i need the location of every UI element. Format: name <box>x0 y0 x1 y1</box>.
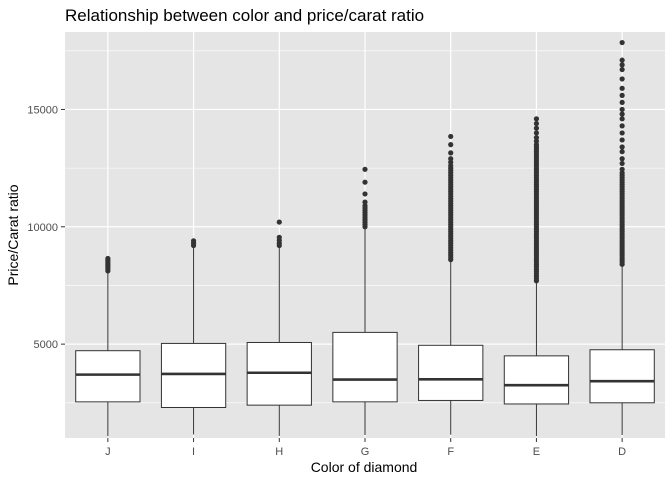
outlier-point <box>105 255 111 262</box>
outlier-point <box>619 99 625 106</box>
x-axis-title: Color of diamond <box>311 459 418 475</box>
box-iqr <box>589 349 655 404</box>
box-iqr <box>75 350 141 403</box>
outlier-point <box>448 150 454 156</box>
y-tick-label: 15000 <box>27 104 58 116</box>
outlier-point <box>619 130 625 136</box>
outlier-point <box>619 106 625 113</box>
outlier-point <box>533 130 540 136</box>
outlier-point <box>619 57 625 63</box>
outlier-point <box>619 149 625 155</box>
outlier-point <box>619 111 625 117</box>
box-I <box>160 238 227 435</box>
outlier-point <box>448 156 454 162</box>
box-G <box>332 166 398 435</box>
outlier-point <box>362 199 368 205</box>
outlier-point <box>533 135 540 141</box>
outlier-point <box>448 142 454 148</box>
outlier-point <box>533 116 540 122</box>
outlier-point <box>619 137 625 143</box>
box-J <box>75 255 141 437</box>
outlier-point <box>362 191 368 197</box>
outlier-point <box>190 238 197 244</box>
box-iqr <box>418 344 484 401</box>
outlier-point <box>533 120 540 127</box>
outlier-point <box>619 85 625 91</box>
y-axis-title: Price/Carat ratio <box>5 184 21 285</box>
x-tick-label: F <box>447 446 454 458</box>
outlier-point <box>276 234 282 240</box>
y-axis: 5000 10000 15000 <box>27 104 65 351</box>
box-iqr <box>332 331 398 403</box>
box-iqr <box>160 342 227 408</box>
outlier-point <box>619 144 625 150</box>
outlier-point <box>619 92 625 98</box>
x-tick-label: E <box>533 446 540 458</box>
outlier-point <box>448 133 454 140</box>
outlier-point <box>619 76 625 82</box>
box-iqr <box>503 355 570 405</box>
box-H <box>246 219 312 436</box>
x-tick-label: J <box>105 446 111 458</box>
x-tick-label: I <box>192 446 195 458</box>
outlier-point <box>619 160 625 167</box>
outlier-point <box>276 219 282 225</box>
outlier-point <box>619 116 625 122</box>
outlier-point <box>533 125 540 131</box>
x-tick-label: G <box>361 446 370 458</box>
y-tick-label: 5000 <box>34 339 58 351</box>
outlier-point <box>619 66 625 73</box>
box-D <box>589 39 655 435</box>
outlier-point <box>619 39 625 46</box>
chart-title: Relationship between color and price/car… <box>65 6 424 25</box>
outlier-point <box>619 156 625 162</box>
x-tick-label: D <box>618 446 626 458</box>
outlier-point <box>362 166 368 172</box>
y-tick-label: 10000 <box>27 222 58 234</box>
outlier-point <box>362 179 368 185</box>
x-tick-label: H <box>275 446 283 458</box>
outlier-point <box>619 123 625 129</box>
outlier-point <box>619 62 625 68</box>
box-F <box>418 133 484 435</box>
box-E <box>503 116 570 437</box>
outlier-point <box>619 166 625 172</box>
boxes-layer <box>75 39 655 437</box>
